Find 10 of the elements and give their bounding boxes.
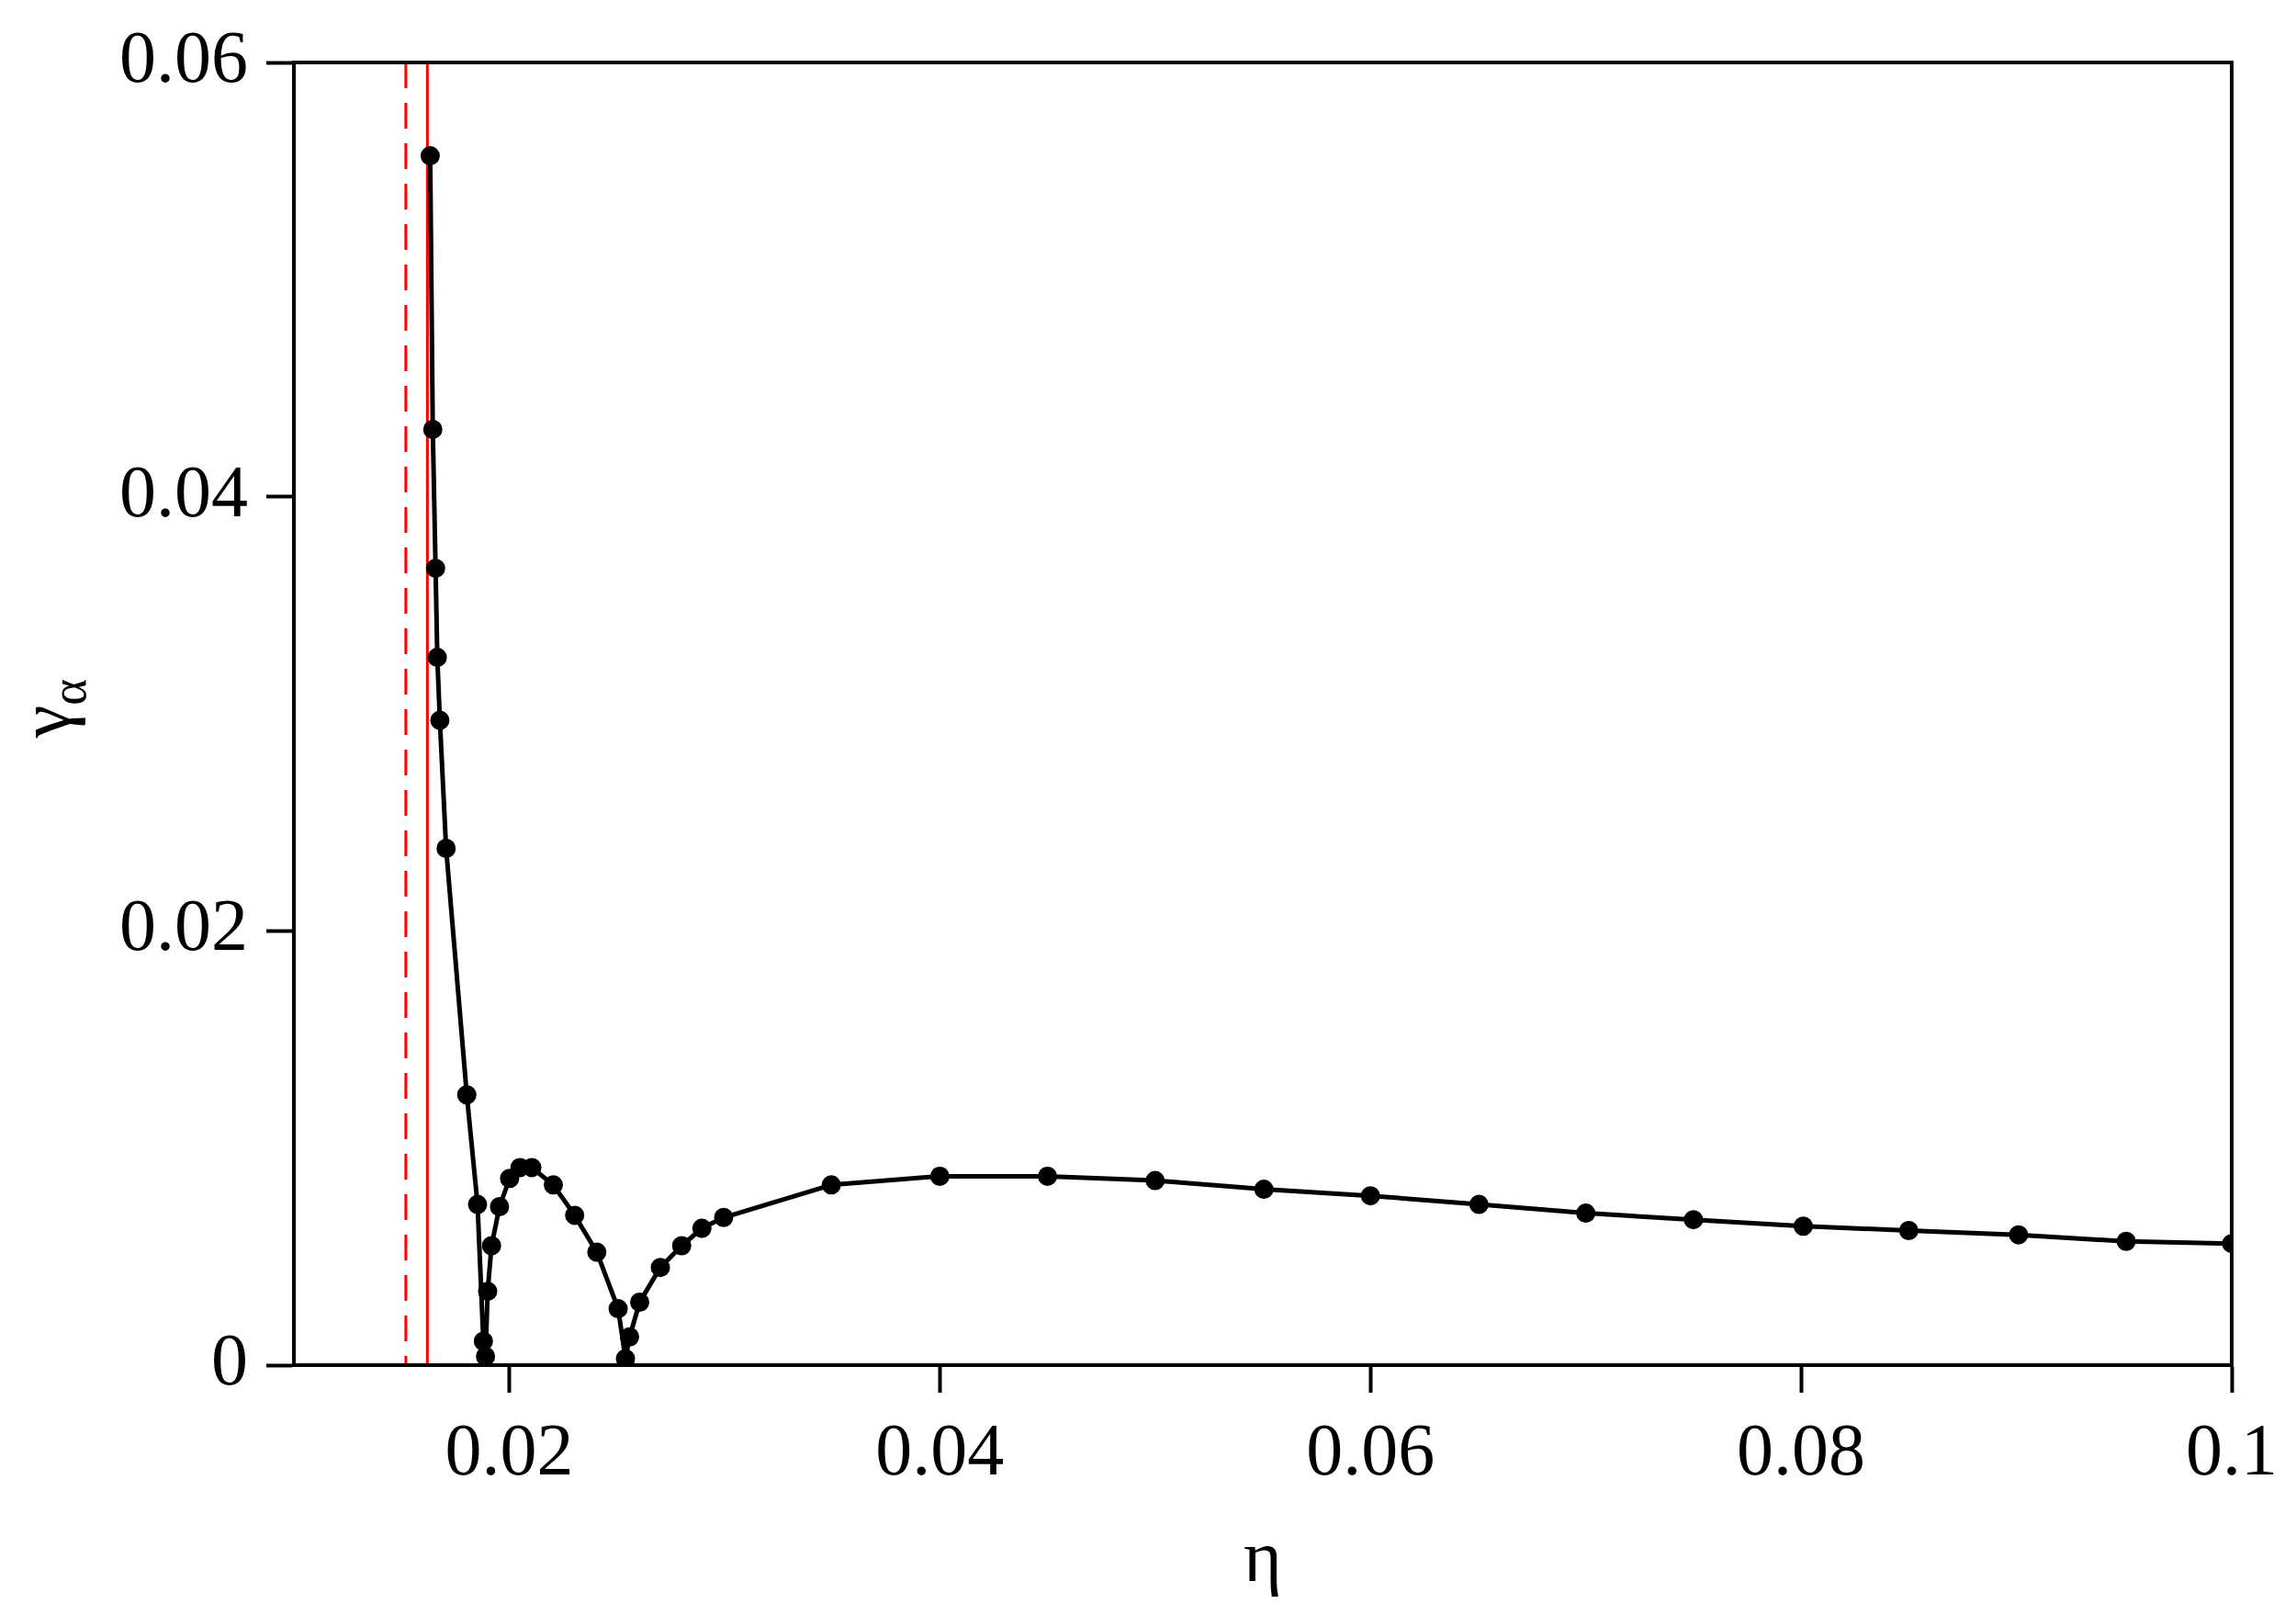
x-tick-label: 0.02 — [445, 1409, 574, 1491]
y-tick-label: 0 — [211, 1319, 248, 1401]
x-tick-label: 0.04 — [875, 1409, 1005, 1491]
x-tick-label: 0.1 — [2186, 1409, 2278, 1491]
x-tick-label: 0.08 — [1737, 1409, 1866, 1491]
y-tick-label: 0.06 — [119, 17, 248, 98]
x-axis-title: η — [1244, 1516, 1282, 1598]
x-tick-label: 0.06 — [1306, 1409, 1435, 1491]
y-tick-label: 0.04 — [119, 450, 248, 532]
y-tick-label: 0.02 — [119, 885, 248, 966]
